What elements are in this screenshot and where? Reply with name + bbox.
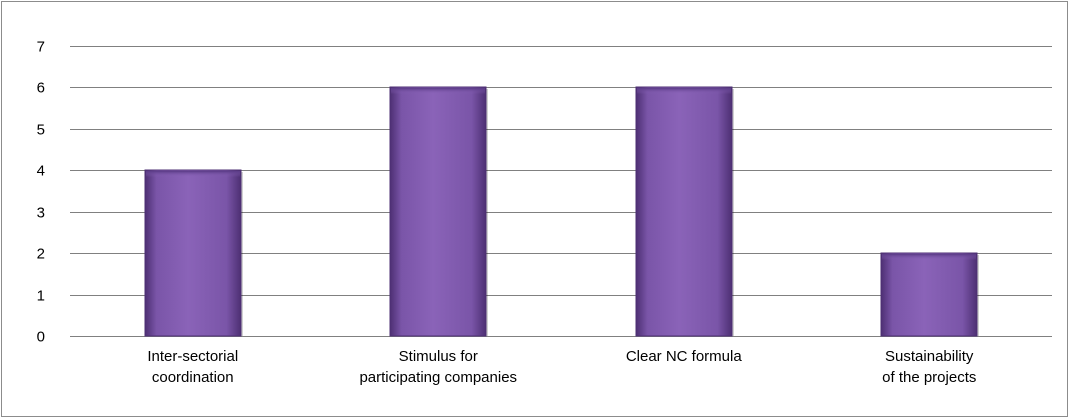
bar-top-bevel [882, 254, 976, 260]
bar-top-bevel [637, 88, 731, 94]
x-category-line: coordination [152, 369, 234, 386]
x-category-line: Sustainability [885, 348, 974, 365]
y-tick-label: 1 [37, 288, 45, 305]
x-category-line: Stimulus for [399, 348, 478, 365]
y-tick-label: 2 [37, 246, 45, 263]
y-tick-label: 3 [37, 205, 45, 222]
x-category-line: Clear NC formula [626, 348, 743, 365]
bar-1 [144, 169, 243, 337]
bar-rect [389, 86, 487, 337]
y-tick-label: 6 [37, 80, 45, 97]
x-category-line: participating companies [359, 369, 517, 386]
bar-rect [144, 169, 242, 337]
y-tick-label: 5 [37, 122, 45, 139]
x-category-label: Clear NC formula [626, 348, 743, 365]
x-category-line: of the projects [882, 369, 976, 386]
y-tick-label: 7 [37, 39, 45, 56]
x-category-label: Sustainability of the projects [882, 348, 976, 386]
bar-rect [880, 252, 978, 337]
bar-4 [880, 252, 979, 337]
bar-2 [389, 86, 488, 337]
x-category-label: Stimulus for participating companies [359, 348, 517, 386]
bar-top-bevel [146, 171, 240, 177]
bar-top-bevel [391, 88, 485, 94]
bar-3 [635, 86, 734, 337]
bar-rect [635, 86, 733, 337]
y-axis-ticks: 0 1 2 3 4 5 6 7 [37, 39, 45, 346]
x-category-line: Inter-sectorial [147, 348, 238, 365]
x-category-label: Inter-sectorial coordination [147, 348, 238, 386]
x-axis-categories: Inter-sectorial coordination Stimulus for p… [147, 348, 976, 386]
bars [144, 86, 979, 337]
y-tick-label: 0 [37, 329, 45, 346]
y-tick-label: 4 [37, 163, 45, 180]
